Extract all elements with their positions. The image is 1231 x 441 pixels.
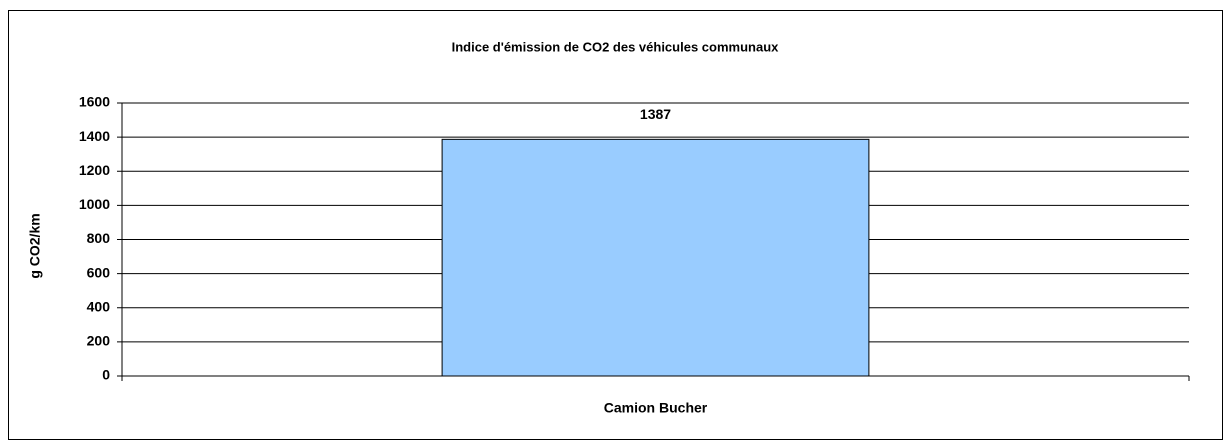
bar [441, 138, 870, 377]
y-axis-label: g CO2/km [27, 213, 43, 278]
y-tick-label: 800 [87, 230, 111, 246]
y-tick-label: 1400 [79, 128, 110, 144]
y-tick-label: 200 [87, 333, 111, 349]
chart-title: Indice d'émission de CO2 des véhicules c… [452, 39, 780, 54]
y-tick-label: 1200 [79, 162, 110, 178]
y-tick-label: 400 [87, 298, 111, 314]
data-label: 1387 [640, 106, 671, 122]
x-tick-label: Camion Bucher [604, 400, 708, 416]
y-tick-label: 1600 [79, 94, 110, 110]
y-tick-label: 1000 [79, 196, 110, 212]
y-tick-label: 0 [102, 367, 110, 383]
y-tick-label: 600 [87, 264, 111, 280]
